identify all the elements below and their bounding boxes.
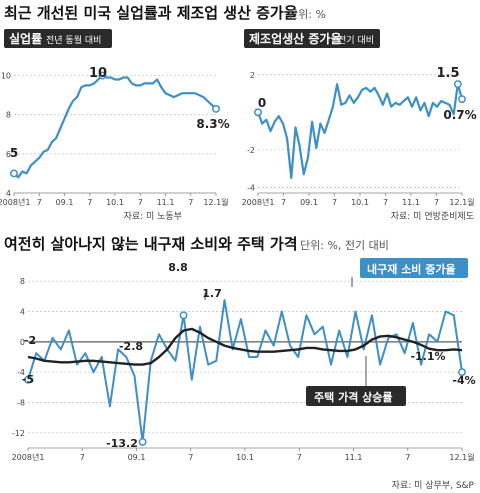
data-label: 8.8	[168, 261, 188, 274]
data-point-marker	[453, 80, 462, 89]
y-tick-label: -8	[17, 399, 25, 408]
panel2-source: 자료: 미 연방준비제도	[391, 211, 474, 222]
panel1-source: 자료: 미 노동부	[124, 211, 182, 222]
main-title-2: 여전히 살아나지 않는 내구재 소비와 주택 가격	[4, 235, 298, 253]
data-label: -13.2	[106, 437, 138, 450]
panel1-badge	[4, 29, 112, 48]
durable-housing-chart: 8 4 0 -4 -8 -12 2008년1 7 09.1 7 10.1 7 11.1 7 12.1월 -5 -…	[12, 261, 476, 462]
x-tick-label: 2008년1	[0, 197, 30, 207]
x-tick-label: 7	[383, 198, 388, 207]
panel2-badge	[244, 29, 380, 48]
x-tick-label: 7	[138, 198, 143, 207]
x-tick-label: 10.1	[236, 453, 254, 462]
x-tick-label: 12.1월	[203, 197, 228, 207]
data-point-marker	[254, 108, 262, 117]
x-tick-label: 10.1	[351, 198, 369, 207]
manufacturing-chart: 2 -2 -4 2008년1 7 09.1 7 10.1 7 11.1 7 12.1월 0 1.5 0.7%	[242, 66, 477, 207]
panel1-title: 실업률	[9, 31, 42, 46]
unit-label-1: 단위: %	[288, 8, 326, 21]
legend-durable-badge	[360, 258, 468, 278]
data-point-marker	[458, 368, 466, 377]
y-tick-label: 4	[6, 189, 11, 198]
panel3-source: 자료: 미 상무부, S&P	[392, 480, 475, 491]
unit-label-2: 단위: %, 전기 대비	[300, 239, 389, 252]
series-line-0	[27, 299, 463, 443]
panel2-subtitle: 전기 대비	[338, 35, 374, 46]
x-tick-label: 7	[332, 198, 337, 207]
series-line-0	[256, 83, 464, 180]
data-point-marker	[212, 104, 220, 113]
x-tick-label: 7	[80, 453, 85, 462]
y-tick-label: -4	[247, 183, 255, 192]
x-tick-label: 7	[405, 453, 410, 462]
x-tick-label: 7	[297, 453, 302, 462]
y-tick-label: 4	[20, 308, 25, 317]
data-label: -2	[24, 334, 36, 347]
y-tick-label: 0	[20, 338, 25, 347]
x-tick-label: 2008년1	[12, 452, 45, 462]
data-label: -2.8	[119, 340, 143, 353]
main-title-1: 최근 개선된 미국 실업률과 제조업 생산 증가율	[4, 4, 298, 22]
x-tick-label: 2008년1	[242, 197, 275, 207]
y-tick-label: 6	[6, 150, 11, 159]
series-line-1	[27, 327, 463, 366]
series-line-0	[13, 74, 217, 179]
y-tick-label: -2	[247, 146, 255, 155]
y-tick-label: -4	[17, 368, 25, 377]
data-point-marker	[138, 437, 147, 446]
x-tick-label: 09.1	[56, 198, 74, 207]
data-point-marker	[24, 375, 32, 384]
y-tick-label: 2	[250, 71, 255, 80]
x-tick-label: 7	[87, 198, 92, 207]
x-tick-label: 11.1	[345, 453, 363, 462]
data-label: 0	[258, 96, 266, 110]
data-label: 8.3%	[196, 117, 229, 131]
y-tick-label: 8	[6, 111, 11, 120]
data-point-marker	[98, 71, 107, 80]
data-point-marker	[179, 311, 188, 320]
panel2-title: 제조업생산 증가율	[249, 31, 342, 46]
x-tick-label: 7	[188, 453, 193, 462]
x-tick-label: 7	[188, 198, 193, 207]
data-point-marker	[458, 95, 466, 104]
x-tick-label: 11.1	[157, 198, 175, 207]
legend-housing-label: 주택 가격 상승률	[314, 390, 393, 404]
y-tick-label: 10	[1, 72, 11, 81]
x-tick-label: 12.1월	[449, 197, 474, 207]
data-label: -4%	[452, 374, 475, 387]
data-label: 0.7%	[443, 108, 476, 122]
x-tick-label: 7	[434, 198, 439, 207]
data-label: -5	[22, 373, 34, 386]
data-label: 1.7	[202, 287, 222, 300]
x-tick-label: 7	[281, 198, 286, 207]
data-label: 5	[10, 146, 18, 160]
data-label: 10	[89, 66, 107, 81]
x-tick-label: 11.1	[402, 198, 420, 207]
x-tick-label: 09.1	[128, 453, 146, 462]
legend-durable-label: 내구재 소비 증가율	[367, 262, 456, 276]
x-tick-label: 7	[37, 198, 42, 207]
legend-housing-badge	[306, 386, 406, 406]
x-tick-label: 09.1	[300, 198, 318, 207]
panel1-subtitle: 전년 동월 대비	[46, 34, 101, 46]
y-tick-label: -12	[12, 429, 25, 438]
data-point-marker	[10, 169, 18, 178]
x-tick-label: 12.1월	[449, 452, 474, 462]
data-label: 1.5	[436, 66, 459, 81]
x-tick-label: 10.1	[106, 198, 124, 207]
data-label: -1.1%	[410, 350, 445, 363]
y-tick-label: 8	[20, 277, 25, 286]
